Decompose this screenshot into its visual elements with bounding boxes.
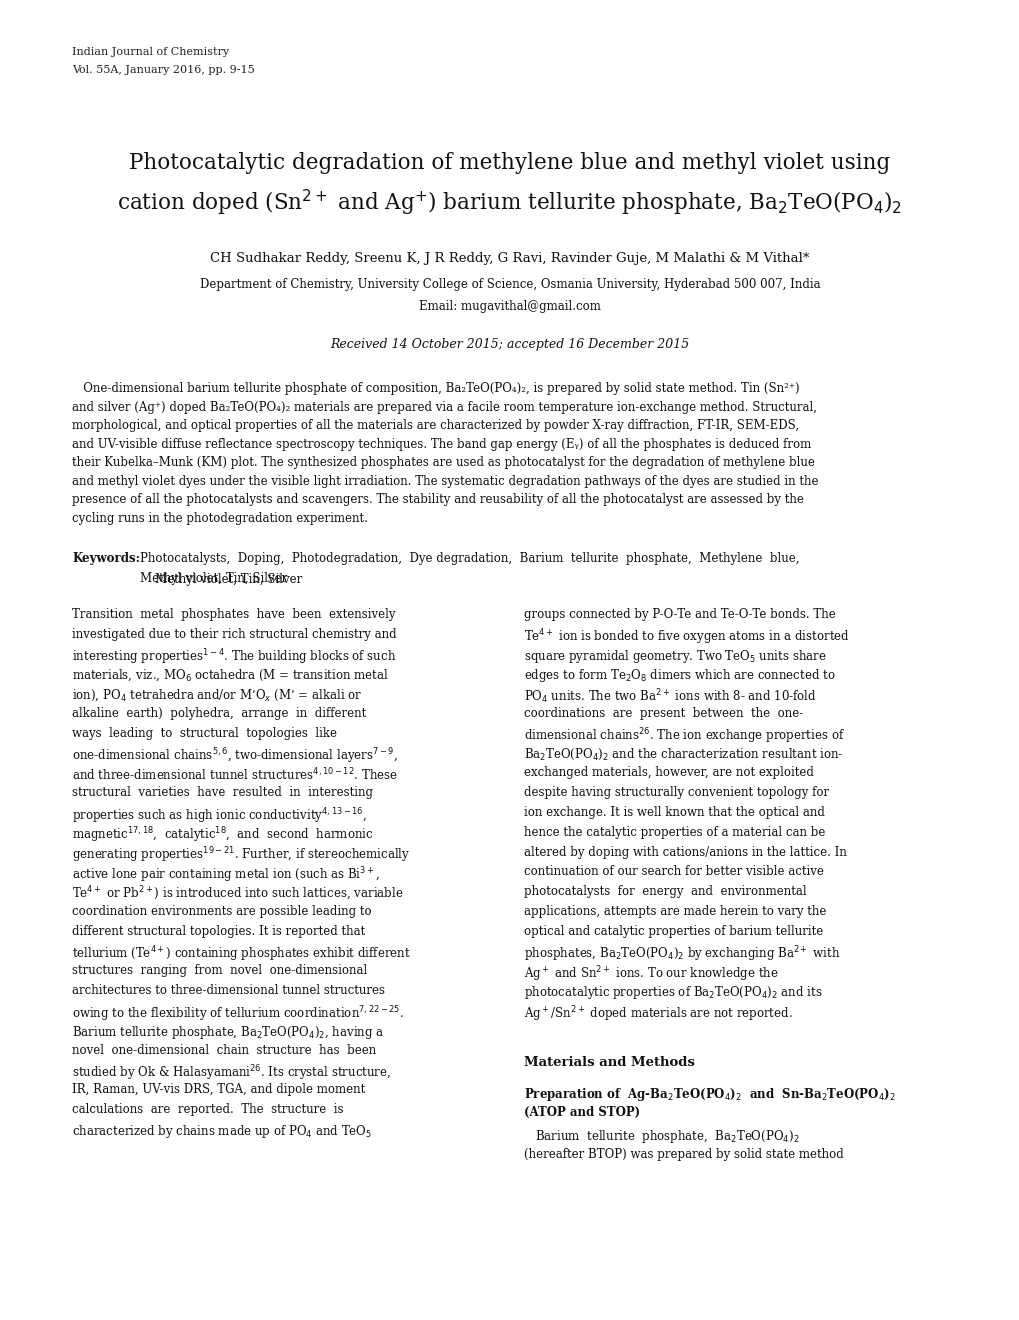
- Text: properties such as high ionic conductivity$^{4,13-16}$,: properties such as high ionic conductivi…: [72, 807, 367, 825]
- Text: Barium  tellurite  phosphate,  Ba$_2$TeO(PO$_4$)$_2$: Barium tellurite phosphate, Ba$_2$TeO(PO…: [524, 1127, 799, 1144]
- Text: active lone pair containing metal ion (such as Bi$^{3+}$,: active lone pair containing metal ion (s…: [72, 866, 380, 884]
- Text: different structural topologies. It is reported that: different structural topologies. It is r…: [72, 925, 365, 937]
- Text: and three-dimensional tunnel structures$^{4,10-12}$. These: and three-dimensional tunnel structures$…: [72, 767, 397, 783]
- Text: Materials and Methods: Materials and Methods: [524, 1056, 694, 1069]
- Text: Ag$^+$/Sn$^{2+}$ doped materials are not reported.: Ag$^+$/Sn$^{2+}$ doped materials are not…: [524, 1005, 792, 1023]
- Text: characterized by chains made up of PO$_4$ and TeO$_5$: characterized by chains made up of PO$_4…: [72, 1123, 372, 1139]
- Text: PO$_4$ units. The two Ba$^{2+}$ ions with 8- and 10-fold: PO$_4$ units. The two Ba$^{2+}$ ions wit…: [524, 688, 816, 706]
- Text: tellurium (Te$^{4+}$) containing phosphates exhibit different: tellurium (Te$^{4+}$) containing phospha…: [72, 945, 411, 964]
- Text: magnetic$^{17,18}$,  catalytic$^{18}$,  and  second  harmonic: magnetic$^{17,18}$, catalytic$^{18}$, an…: [72, 826, 373, 845]
- Text: and silver (Ag⁺) doped Ba₂TeO(PO₄)₂ materials are prepared via a facile room tem: and silver (Ag⁺) doped Ba₂TeO(PO₄)₂ mate…: [72, 400, 816, 413]
- Text: Methyl violet, Tin, Silver: Methyl violet, Tin, Silver: [140, 572, 287, 585]
- Text: phosphates, Ba$_2$TeO(PO$_4$)$_2$ by exchanging Ba$^{2+}$ with: phosphates, Ba$_2$TeO(PO$_4$)$_2$ by exc…: [524, 945, 840, 964]
- Text: One-dimensional barium tellurite phosphate of composition, Ba₂TeO(PO₄)₂, is prep: One-dimensional barium tellurite phospha…: [72, 381, 799, 395]
- Text: Ag$^+$ and Sn$^{2+}$ ions. To our knowledge the: Ag$^+$ and Sn$^{2+}$ ions. To our knowle…: [524, 965, 779, 983]
- Text: presence of all the photocatalysts and scavengers. The stability and reusability: presence of all the photocatalysts and s…: [72, 492, 803, 506]
- Text: their Kubelka–Munk (KM) plot. The synthesized phosphates are used as photocataly: their Kubelka–Munk (KM) plot. The synthe…: [72, 455, 814, 469]
- Text: altered by doping with cations/anions in the lattice. In: altered by doping with cations/anions in…: [524, 846, 846, 858]
- Text: CH Sudhakar Reddy, Sreenu K, J R Reddy, G Ravi, Ravinder Guje, M Malathi & M Vit: CH Sudhakar Reddy, Sreenu K, J R Reddy, …: [210, 252, 809, 265]
- Text: studied by Ok & Halasyamani$^{26}$. Its crystal structure,: studied by Ok & Halasyamani$^{26}$. Its …: [72, 1064, 391, 1082]
- Text: Received 14 October 2015; accepted 16 December 2015: Received 14 October 2015; accepted 16 De…: [330, 338, 689, 351]
- Text: Indian Journal of Chemistry: Indian Journal of Chemistry: [72, 48, 229, 57]
- Text: (hereafter BTOP) was prepared by solid state method: (hereafter BTOP) was prepared by solid s…: [524, 1148, 843, 1160]
- Text: square pyramidal geometry. Two TeO$_5$ units share: square pyramidal geometry. Two TeO$_5$ u…: [524, 648, 826, 664]
- Text: Vol. 55A, January 2016, pp. 9-15: Vol. 55A, January 2016, pp. 9-15: [72, 65, 255, 75]
- Text: despite having structurally convenient topology for: despite having structurally convenient t…: [524, 787, 828, 799]
- Text: alkaline  earth)  polyhedra,  arrange  in  different: alkaline earth) polyhedra, arrange in di…: [72, 708, 366, 719]
- Text: Transition  metal  phosphates  have  been  extensively: Transition metal phosphates have been ex…: [72, 609, 395, 620]
- Text: exchanged materials, however, are not exploited: exchanged materials, however, are not ex…: [524, 767, 813, 779]
- Text: continuation of our search for better visible active: continuation of our search for better vi…: [524, 866, 823, 878]
- Text: Photocatalytic degradation of methylene blue and methyl violet using: Photocatalytic degradation of methylene …: [129, 152, 890, 174]
- Text: generating properties$^{19-21}$. Further, if stereochemically: generating properties$^{19-21}$. Further…: [72, 846, 410, 865]
- Text: calculations  are  reported.  The  structure  is: calculations are reported. The structure…: [72, 1104, 343, 1115]
- Text: photocatalytic properties of Ba$_2$TeO(PO$_4$)$_2$ and its: photocatalytic properties of Ba$_2$TeO(P…: [524, 985, 821, 1001]
- Text: structural  varieties  have  resulted  in  interesting: structural varieties have resulted in in…: [72, 787, 373, 799]
- Text: novel  one-dimensional  chain  structure  has  been: novel one-dimensional chain structure ha…: [72, 1044, 376, 1056]
- Text: cation doped (Sn$^{2+}$ and Ag$^{+}$) barium tellurite phosphate, Ba$_2$TeO(PO$_: cation doped (Sn$^{2+}$ and Ag$^{+}$) ba…: [117, 187, 902, 218]
- Text: (ATOP and STOP): (ATOP and STOP): [524, 1106, 640, 1119]
- Text: Te$^{4+}$ or Pb$^{2+}$) is introduced into such lattices, variable: Te$^{4+}$ or Pb$^{2+}$) is introduced in…: [72, 886, 404, 903]
- Text: ways  leading  to  structural  topologies  like: ways leading to structural topologies li…: [72, 727, 336, 739]
- Text: owing to the flexibility of tellurium coordination$^{7,22-25}$.: owing to the flexibility of tellurium co…: [72, 1005, 404, 1023]
- Text: coordination environments are possible leading to: coordination environments are possible l…: [72, 906, 371, 917]
- Text: investigated due to their rich structural chemistry and: investigated due to their rich structura…: [72, 628, 396, 640]
- Text: dimensional chains$^{26}$. The ion exchange properties of: dimensional chains$^{26}$. The ion excha…: [524, 727, 845, 746]
- Text: cycling runs in the photodegradation experiment.: cycling runs in the photodegradation exp…: [72, 512, 368, 524]
- Text: groups connected by P-O-Te and Te-O-Te bonds. The: groups connected by P-O-Te and Te-O-Te b…: [524, 609, 835, 620]
- Text: interesting properties$^{1-4}$. The building blocks of such: interesting properties$^{1-4}$. The buil…: [72, 648, 396, 667]
- Text: materials, viz., MO$_6$ octahedra (M = transition metal: materials, viz., MO$_6$ octahedra (M = t…: [72, 668, 388, 682]
- Text: ion), PO$_4$ tetrahedra and/or M’O$_x$ (M’ = alkali or: ion), PO$_4$ tetrahedra and/or M’O$_x$ (…: [72, 688, 362, 702]
- Text: Keywords:: Keywords:: [72, 552, 140, 565]
- Text: IR, Raman, UV-vis DRS, TGA, and dipole moment: IR, Raman, UV-vis DRS, TGA, and dipole m…: [72, 1084, 365, 1096]
- Text: Ba$_2$TeO(PO$_4$)$_2$ and the characterization resultant ion-: Ba$_2$TeO(PO$_4$)$_2$ and the characteri…: [524, 747, 843, 762]
- Text: and UV-visible diffuse reflectance spectroscopy techniques. The band gap energy : and UV-visible diffuse reflectance spect…: [72, 437, 810, 450]
- Text: applications, attempts are made herein to vary the: applications, attempts are made herein t…: [524, 906, 825, 917]
- Text: Preparation of  Ag-Ba$_2$TeO(PO$_4$)$_2$  and  Sn-Ba$_2$TeO(PO$_4$)$_2$: Preparation of Ag-Ba$_2$TeO(PO$_4$)$_2$ …: [524, 1086, 895, 1102]
- Text: and methyl violet dyes under the visible light irradiation. The systematic degra: and methyl violet dyes under the visible…: [72, 474, 817, 487]
- Text: Email: mugavithal@gmail.com: Email: mugavithal@gmail.com: [419, 300, 600, 313]
- Text: photocatalysts  for  energy  and  environmental: photocatalysts for energy and environmen…: [524, 886, 806, 898]
- Text: optical and catalytic properties of barium tellurite: optical and catalytic properties of bari…: [524, 925, 822, 937]
- Text: Department of Chemistry, University College of Science, Osmania University, Hyde: Department of Chemistry, University Coll…: [200, 279, 819, 290]
- Text: Methyl violet, Tin, Silver: Methyl violet, Tin, Silver: [155, 573, 302, 586]
- Text: Te$^{4+}$ ion is bonded to five oxygen atoms in a distorted: Te$^{4+}$ ion is bonded to five oxygen a…: [524, 628, 849, 647]
- Text: one-dimensional chains$^{5,6}$, two-dimensional layers$^{7-9}$,: one-dimensional chains$^{5,6}$, two-dime…: [72, 747, 397, 766]
- Text: structures  ranging  from  novel  one-dimensional: structures ranging from novel one-dimens…: [72, 965, 367, 977]
- Text: coordinations  are  present  between  the  one-: coordinations are present between the on…: [524, 708, 803, 719]
- Text: edges to form Te$_2$O$_8$ dimers which are connected to: edges to form Te$_2$O$_8$ dimers which a…: [524, 668, 835, 684]
- Text: architectures to three-dimensional tunnel structures: architectures to three-dimensional tunne…: [72, 985, 384, 997]
- Text: ion exchange. It is well known that the optical and: ion exchange. It is well known that the …: [524, 807, 824, 818]
- Text: morphological, and optical properties of all the materials are characterized by : morphological, and optical properties of…: [72, 418, 798, 432]
- Text: Photocatalysts,  Doping,  Photodegradation,  Dye degradation,  Barium  tellurite: Photocatalysts, Doping, Photodegradation…: [140, 552, 799, 565]
- Text: hence the catalytic properties of a material can be: hence the catalytic properties of a mate…: [524, 826, 824, 838]
- Text: Barium tellurite phosphate, Ba$_2$TeO(PO$_4$)$_2$, having a: Barium tellurite phosphate, Ba$_2$TeO(PO…: [72, 1024, 384, 1040]
